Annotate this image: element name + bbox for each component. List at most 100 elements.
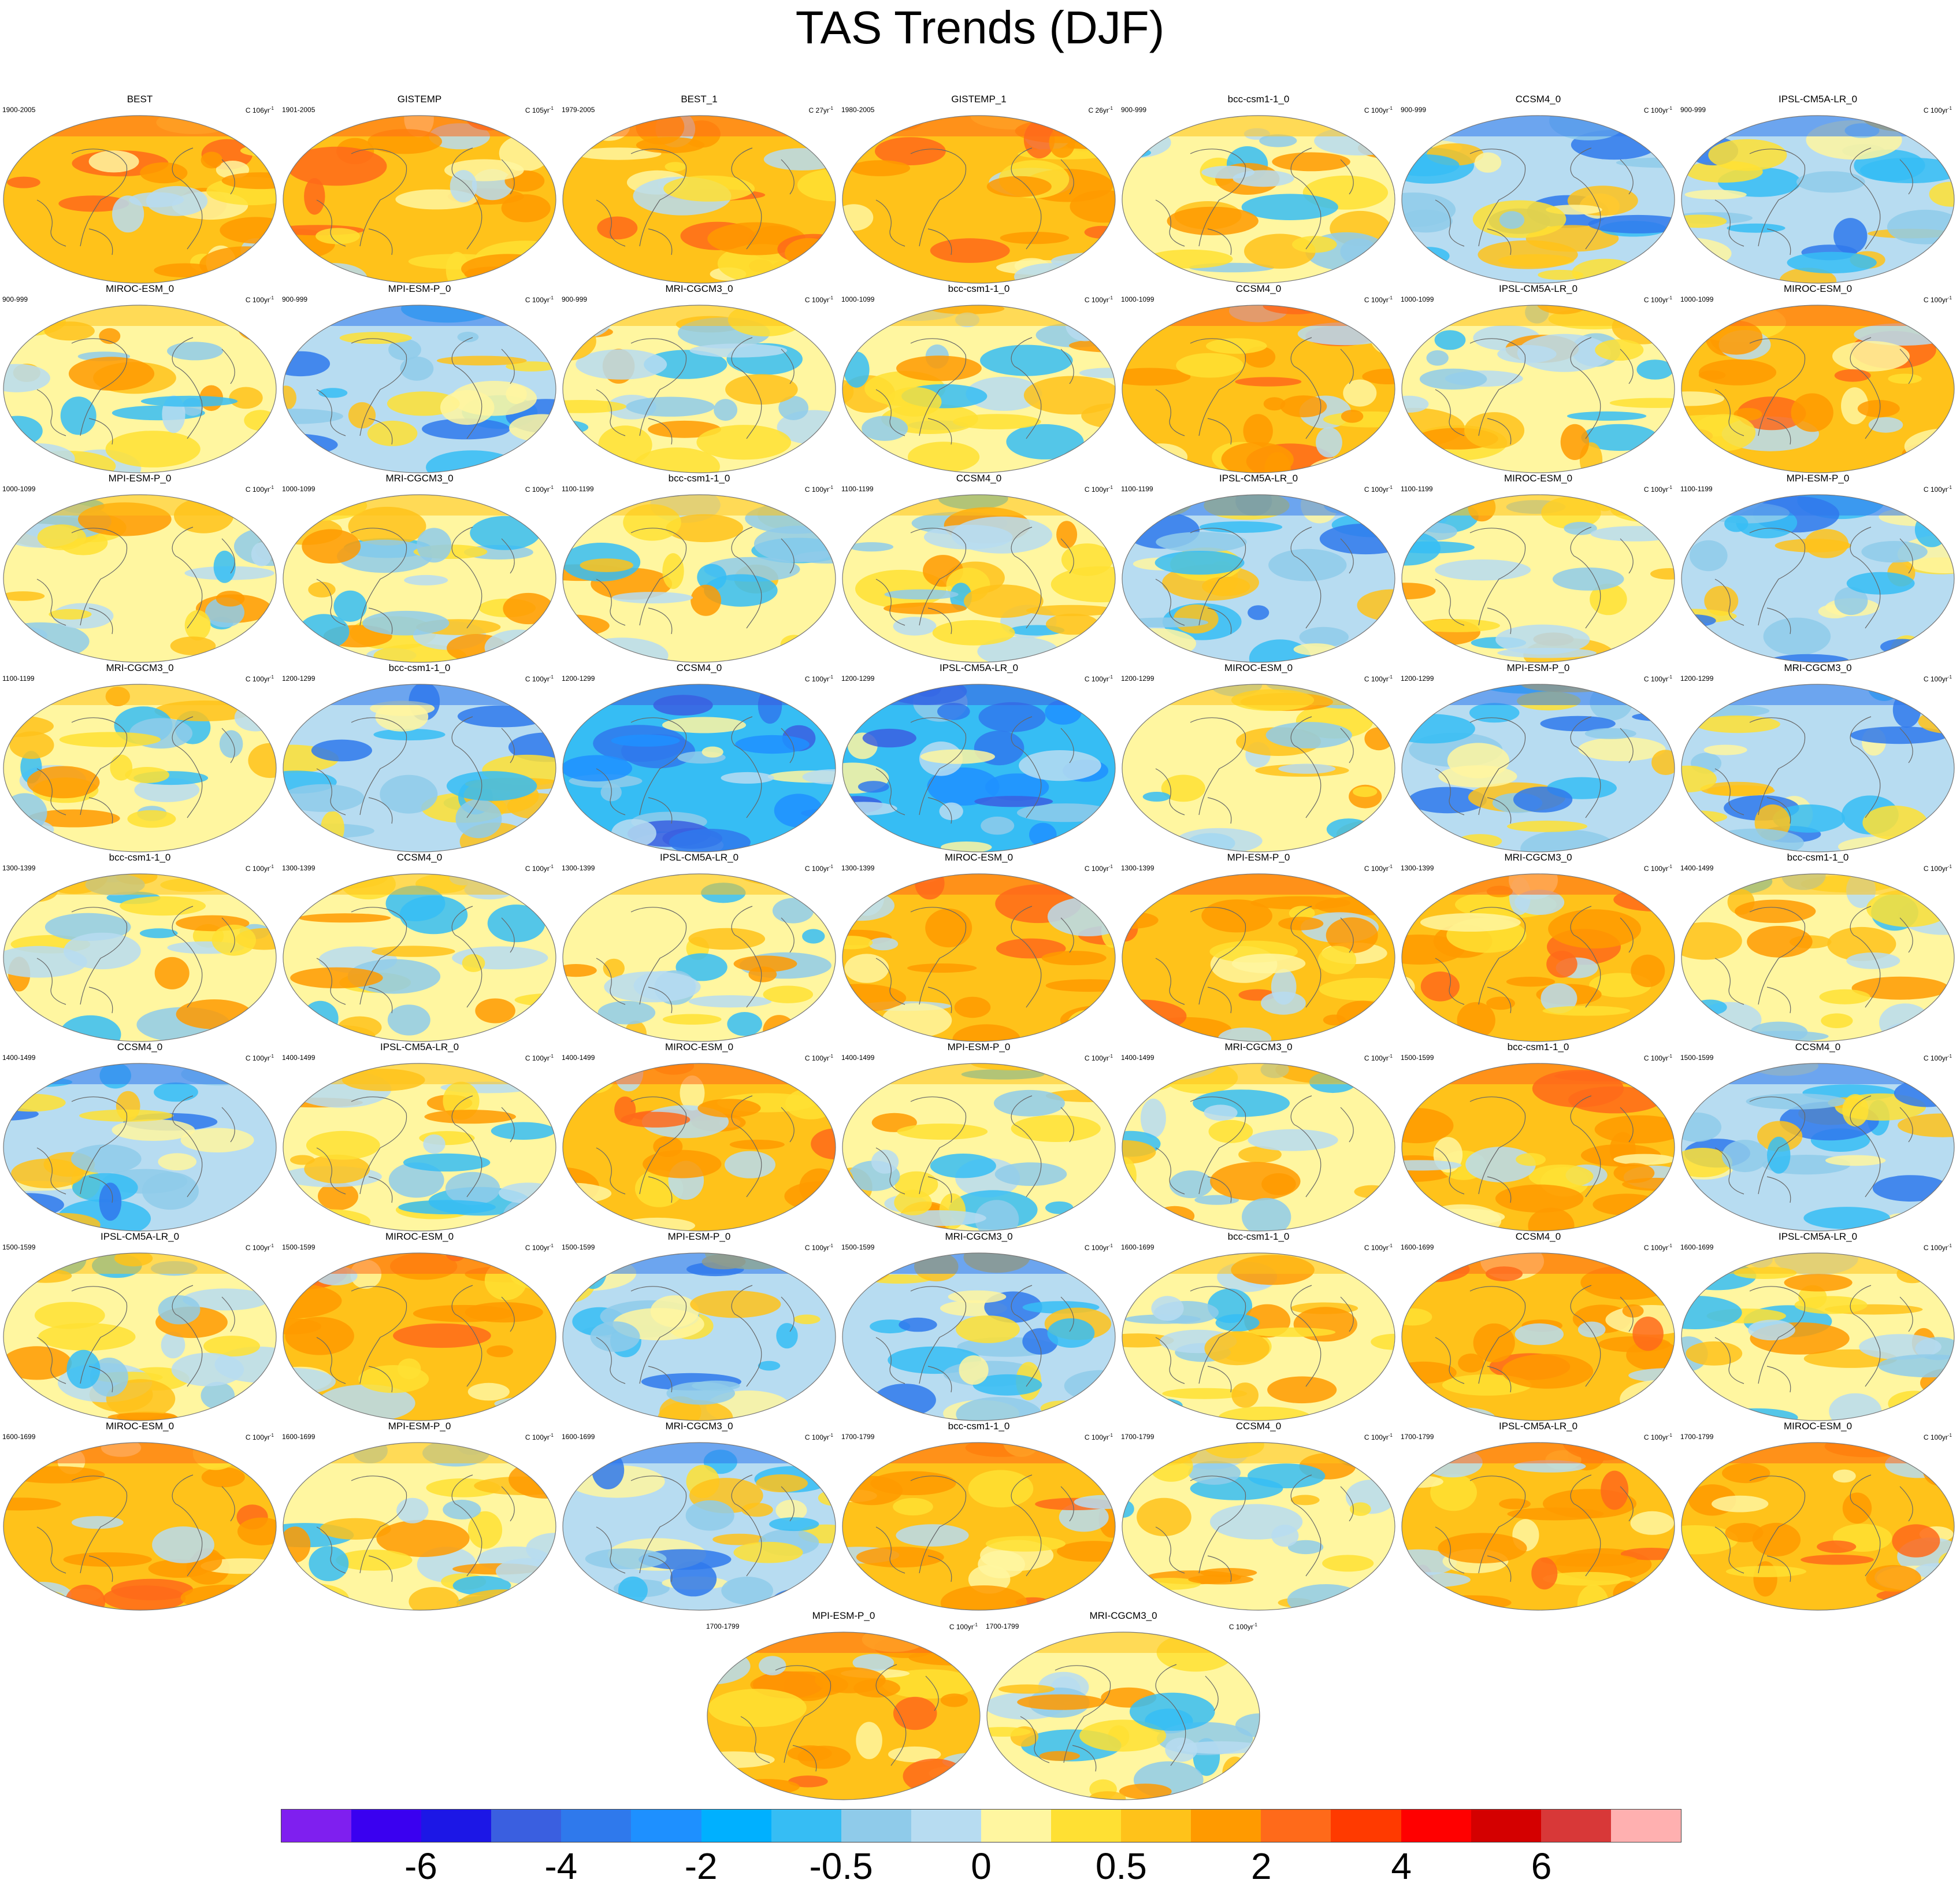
map-panel-units-text: C 100yr <box>1084 865 1109 873</box>
world-map-robinson <box>1122 115 1395 284</box>
arctic-band <box>3 1253 276 1274</box>
trend-field-patch <box>1434 330 1466 350</box>
coastline <box>501 1107 515 1143</box>
trend-field-patch <box>213 550 236 583</box>
coastline <box>1155 1337 1185 1384</box>
map-panel-units: C 100yr-1 <box>804 1243 833 1252</box>
trend-field-patch <box>1045 1201 1074 1214</box>
coastline <box>88 987 113 1014</box>
trend-field-patch <box>1426 350 1449 366</box>
map-panel-units: C 100yr-1 <box>804 295 833 304</box>
trend-field-patch <box>788 1775 828 1788</box>
coastline <box>36 199 66 247</box>
map-outline <box>3 305 277 473</box>
page-title: TAS Trends (DJF) <box>795 2 1165 53</box>
coastline <box>1766 987 1791 1014</box>
trend-field-patch <box>287 1209 371 1231</box>
arctic-band <box>283 1443 556 1463</box>
world-map-robinson <box>842 1442 1116 1611</box>
arctic-band <box>283 116 556 136</box>
trend-field-patch <box>3 1346 72 1380</box>
map-panel-title: MPI-ESM-P_0 <box>108 473 172 484</box>
coastline <box>451 337 482 439</box>
trend-field-patch <box>216 591 245 607</box>
coastline <box>1340 538 1354 574</box>
coastline <box>501 917 515 953</box>
trend-field-patch <box>158 1153 197 1171</box>
trend-field-patch <box>521 883 548 895</box>
trend-field-patch <box>1402 451 1445 473</box>
trend-field-patch <box>1402 248 1424 265</box>
trend-field-patch <box>886 387 942 417</box>
trend-field-patch <box>1250 896 1351 910</box>
map-panel-units: C 100yr-1 <box>1084 1433 1113 1441</box>
coastline <box>1207 1555 1232 1582</box>
trend-field-patch <box>729 1139 785 1150</box>
map-panel-period: 1300-1399 <box>841 864 875 872</box>
coastline <box>221 1107 235 1143</box>
coastline <box>71 717 128 815</box>
coastline <box>221 728 235 763</box>
map-panel: CCSM4_0 1600-1699 C 100yr-1 <box>1398 1231 1678 1422</box>
trend-field-patch <box>208 305 276 320</box>
map-panel-units: C 100yr-1 <box>1923 1054 1952 1062</box>
map-panel-units: C 100yr-1 <box>1643 1243 1672 1252</box>
trend-field-patch <box>1221 442 1294 473</box>
trend-field-patch <box>1412 684 1449 699</box>
map-panel-units-text: C 100yr <box>525 296 550 304</box>
arctic-band <box>3 1443 276 1463</box>
coastline <box>36 958 66 1005</box>
trend-field-patch <box>457 705 548 728</box>
coastline <box>1435 1337 1465 1384</box>
coastline <box>1714 768 1744 815</box>
map-panel-units: C 26yr-1 <box>1088 106 1113 114</box>
map-outline <box>842 684 1116 852</box>
coastline <box>451 716 482 818</box>
coastline <box>368 418 393 445</box>
trend-field-patch <box>966 376 1042 411</box>
trend-field-patch <box>1613 1581 1643 1607</box>
trend-field-patch <box>956 1397 1042 1421</box>
world-map-robinson <box>842 305 1116 473</box>
trend-field-patch <box>424 1110 516 1124</box>
trend-field-patch <box>592 1451 625 1489</box>
arctic-band <box>563 1253 836 1274</box>
trend-field-patch <box>1146 249 1233 269</box>
trend-field-patch <box>306 1130 380 1160</box>
trend-field-patch <box>1914 512 1949 547</box>
world-map-robinson <box>1122 1252 1395 1421</box>
trend-field-patch <box>79 1109 174 1122</box>
map-panel-units-text: C 100yr <box>1364 675 1389 683</box>
world-map-robinson <box>3 494 277 663</box>
trend-field-patch <box>856 1722 882 1759</box>
map-outline <box>1401 873 1675 1042</box>
trend-field-patch <box>1531 1557 1558 1590</box>
trend-field-patch <box>467 1511 503 1549</box>
coastline <box>731 1474 762 1577</box>
coastline <box>1850 906 1881 1008</box>
trend-field-patch <box>712 1533 766 1545</box>
coastline <box>1749 528 1806 626</box>
trend-field-patch <box>227 116 276 132</box>
coastline <box>172 1285 203 1387</box>
map-panel-period: 1600-1699 <box>562 1433 595 1441</box>
coastline <box>875 1337 905 1384</box>
trend-field-patch <box>618 1576 648 1604</box>
trend-field-patch <box>337 539 433 573</box>
coastline <box>1487 228 1512 255</box>
trend-field-patch <box>1681 765 1717 792</box>
trend-field-patch <box>1080 884 1115 904</box>
trend-field-patch <box>495 1063 556 1076</box>
arctic-band <box>842 684 1115 705</box>
trend-field-patch <box>161 1332 185 1359</box>
coastline <box>1340 917 1354 953</box>
map-panel-period: 900-999 <box>562 295 588 303</box>
coastline <box>36 1526 66 1574</box>
coastline <box>1055 1665 1111 1763</box>
trend-field-patch <box>308 581 336 598</box>
trend-field-patch <box>1090 116 1115 132</box>
trend-field-patch <box>752 1253 804 1263</box>
coastline <box>925 1675 939 1711</box>
coastline <box>1487 1176 1512 1203</box>
map-panel-units-text: C 100yr <box>1084 675 1109 683</box>
